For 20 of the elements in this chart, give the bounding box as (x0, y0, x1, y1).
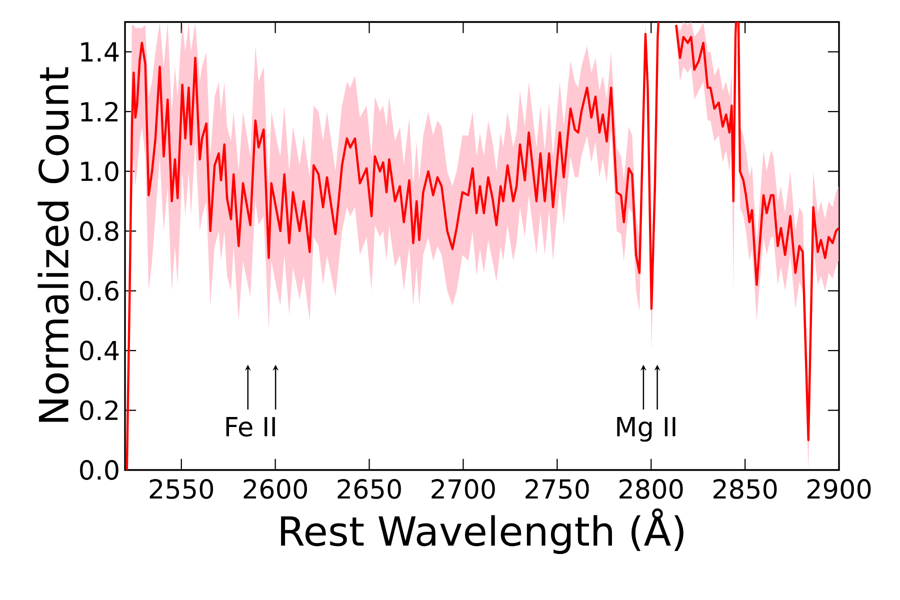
y-tick-label: 1.0 (81, 161, 118, 182)
y-tick-label: 0.6 (80, 280, 118, 301)
x-axis-title: Rest Wavelength (Å) (281, 508, 684, 554)
y-tick-label: 0.4 (80, 340, 119, 360)
y-tick-label: 0.0 (80, 460, 118, 480)
x-tick-label: 2900 (807, 479, 871, 499)
x-tick-label: 2850 (714, 479, 777, 499)
annotation: Fe II (226, 417, 275, 437)
x-tick-label: 2700 (432, 479, 495, 499)
x-tick-label: 2650 (338, 479, 401, 499)
x-tick-label: 2800 (620, 479, 683, 499)
annotation: Mg II (617, 417, 676, 442)
y-tick-label: 0.8 (80, 221, 118, 242)
y-tick-label: 0.2 (80, 400, 118, 420)
y-tick-label: 1.4 (81, 42, 119, 62)
x-tick-label: 2600 (244, 479, 307, 499)
x-tick-label: 2550 (150, 479, 214, 499)
y-axis-title: Normalized Count (38, 67, 69, 422)
y-tick-label: 1.2 (81, 102, 118, 122)
x-tick-label: 2750 (526, 479, 589, 499)
